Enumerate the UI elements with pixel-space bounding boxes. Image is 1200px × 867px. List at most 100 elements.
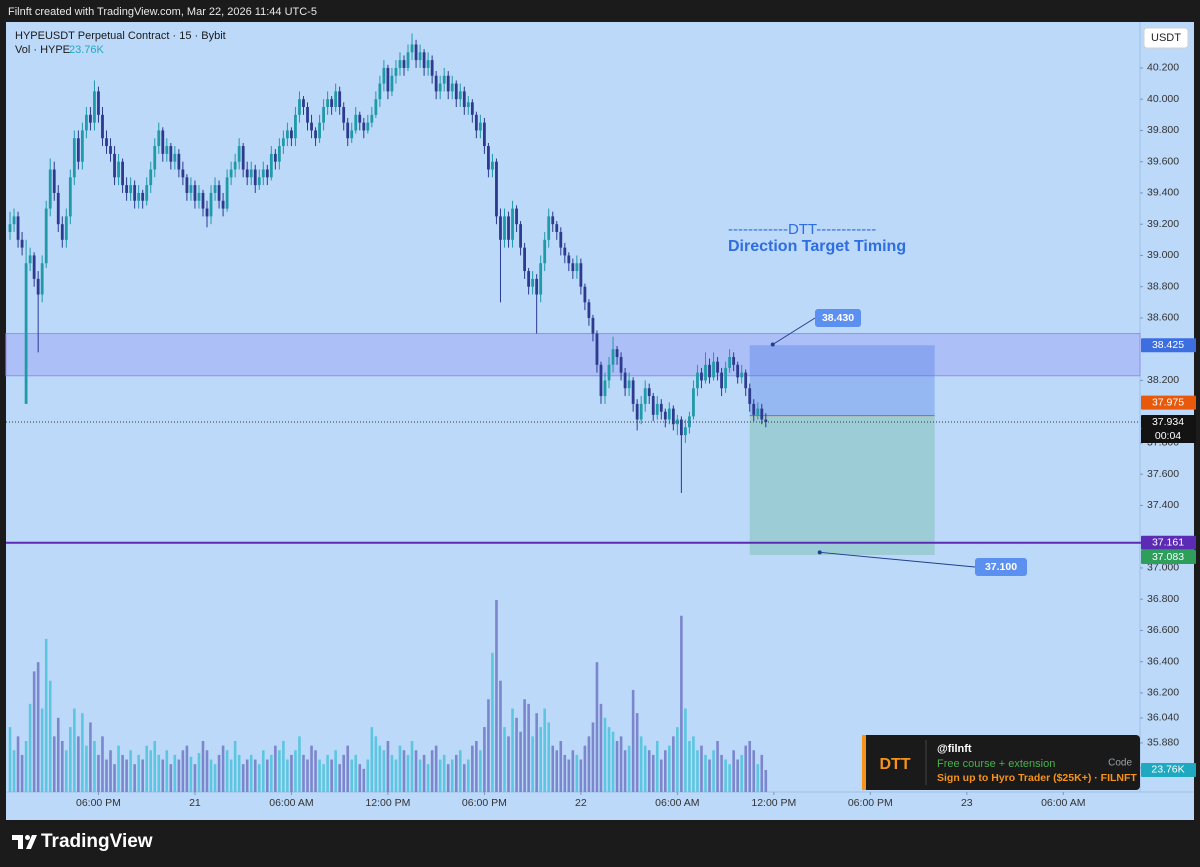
volume-bar: [334, 750, 337, 792]
candle-body: [623, 372, 627, 389]
volume-bar: [213, 764, 217, 792]
volume-bar: [551, 745, 555, 792]
candle-body: [249, 169, 253, 178]
volume-bar: [627, 745, 631, 792]
volume-bar: [133, 764, 136, 792]
countdown: 00:04: [1155, 430, 1181, 442]
volume-bar: [270, 754, 273, 792]
volume-bar: [700, 745, 703, 792]
candle-body: [225, 177, 229, 209]
volume-bar: [651, 754, 655, 792]
y-tick-label: 39.200: [1147, 218, 1179, 230]
x-tick-label: 23: [961, 797, 973, 809]
candle-body: [342, 107, 346, 123]
candle-body: [89, 114, 92, 123]
candle-body: [426, 60, 430, 68]
volume-bar: [257, 764, 261, 792]
y-tick-label: 37.600: [1147, 468, 1179, 480]
candle-body: [627, 380, 631, 389]
currency-label[interactable]: USDT: [1151, 32, 1181, 44]
candle-body: [599, 364, 603, 397]
volume-label-box: [1141, 762, 1196, 777]
chart-panel: [6, 22, 1194, 820]
callout-line: [819, 551, 976, 568]
candle-body: [201, 192, 205, 209]
last-price-label-box: [1141, 415, 1196, 429]
volume-bar: [109, 750, 112, 792]
volume-bar: [692, 736, 695, 792]
logo-icon: [25, 835, 30, 840]
candle-body: [149, 169, 153, 186]
volume-bar: [16, 736, 20, 792]
volume-bar: [201, 740, 205, 792]
candle-body: [450, 83, 454, 92]
chart-title: HYPEUSDT Perpetual Contract · 15 · Bybit: [15, 30, 226, 42]
candle-body: [458, 91, 462, 100]
volume-bar: [382, 750, 386, 792]
last-price-label: 37.934: [1152, 416, 1184, 428]
candle-body: [173, 153, 177, 162]
candle-body: [257, 177, 261, 186]
candle-body: [659, 403, 663, 412]
x-tick-label: 06:00 PM: [848, 797, 893, 809]
promo-code: Code: [1108, 758, 1132, 769]
candle-body: [764, 419, 768, 422]
volume-layer: [8, 600, 768, 792]
candle-body: [346, 122, 350, 139]
candle-body: [438, 83, 442, 92]
candle-body: [189, 185, 193, 193]
volume-bar: [390, 754, 394, 792]
candle-body: [591, 317, 595, 334]
candle-body: [539, 263, 543, 295]
volume-bar: [672, 736, 675, 792]
y-tick-label: 38.800: [1147, 280, 1179, 292]
candle-body: [374, 99, 378, 115]
candle-body: [712, 361, 715, 378]
volume-bar: [676, 727, 679, 792]
candle-body: [72, 138, 76, 178]
volume-bar: [688, 740, 691, 792]
candle-body: [639, 403, 643, 420]
y-tick-label: 36.600: [1147, 624, 1179, 636]
candle-body: [454, 83, 458, 100]
y-tick-label: 36.400: [1147, 655, 1179, 667]
x-tick-label: 06:00 AM: [655, 797, 699, 809]
volume-bar: [282, 740, 285, 792]
candle-body: [56, 192, 60, 225]
candle-body: [20, 239, 24, 248]
logo-text: TradingView: [41, 831, 153, 852]
stop-label-box: [1141, 338, 1196, 353]
volume-bar: [161, 759, 165, 792]
candle-body: [708, 364, 711, 378]
volume-bar: [696, 750, 699, 792]
candle-body: [48, 169, 52, 209]
candle-body: [68, 177, 72, 217]
volume-bar: [402, 750, 406, 792]
candle-body: [241, 146, 245, 170]
volume-bar: [547, 722, 551, 792]
currency-button[interactable]: [1143, 27, 1189, 49]
candle-body: [611, 349, 615, 365]
volume-bar: [209, 759, 213, 792]
volume-bar: [639, 736, 643, 792]
y-tick-label: 39.600: [1147, 155, 1179, 167]
volume-bar: [491, 652, 494, 792]
candle-body: [575, 263, 579, 272]
candle-body: [64, 216, 68, 240]
candle-body: [647, 388, 651, 397]
volume-bar: [595, 662, 599, 792]
volume-bar: [599, 703, 603, 792]
label-layer: 38.425 37.975 37.934 00:04 37.161 37.083 23.76…: [728, 221, 1196, 777]
volume-bar: [426, 764, 430, 792]
candle-body: [679, 419, 683, 436]
volume-bar: [173, 754, 177, 792]
volume-bar: [318, 759, 321, 792]
candle-body: [229, 169, 233, 178]
candle-body: [434, 75, 438, 92]
volume-bar: [40, 708, 44, 792]
volume-bar: [121, 754, 124, 792]
candle-body: [756, 408, 760, 415]
volume-bar: [467, 759, 470, 792]
candle-body: [101, 114, 104, 139]
